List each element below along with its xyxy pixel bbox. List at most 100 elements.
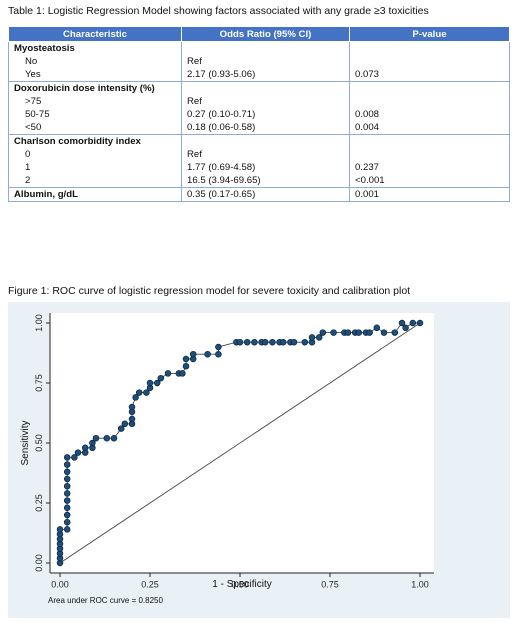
roc-point: [92, 434, 100, 442]
roc-point: [308, 334, 316, 341]
row-p-value: [349, 134, 510, 148]
roc-point: [132, 394, 139, 401]
roc-point: [315, 334, 323, 341]
roc-point: [128, 403, 136, 411]
y-tick-label: 0.50: [34, 434, 44, 452]
roc-point: [63, 490, 71, 497]
row-p-value: 0.001: [349, 187, 510, 202]
row-label: <50: [8, 121, 182, 135]
roc-point: [279, 338, 287, 346]
roc-point: [391, 329, 399, 336]
table-row: Yes 2.17 (0.93-5.06) 0.073: [8, 68, 510, 82]
roc-chart: 0.00 0.25 0.50 0.75 1.00 0.00 0.25 0.50 0.75 1.00…: [20, 313, 434, 605]
roc-point: [63, 454, 71, 461]
figure-panel: 0.00 0.25 0.50 0.75 1.00 0.00 0.25 0.50 0.75 1.00…: [8, 302, 510, 618]
row-label: 1: [8, 161, 182, 174]
roc-point: [63, 475, 71, 483]
roc-point: [236, 338, 244, 346]
roc-point: [344, 329, 352, 336]
roc-point: [398, 319, 406, 327]
row-p-value: 0.008: [349, 108, 510, 121]
row-p-value: [349, 55, 510, 68]
table-row: >75 Ref: [8, 95, 510, 108]
row-p-value: 0.237: [349, 161, 510, 174]
row-p-value: 0.073: [349, 68, 510, 82]
row-odds-ratio: Ref: [181, 148, 350, 161]
table-row: 50-75 0.27 (0.10-0.71) 0.008: [8, 108, 510, 121]
row-odds-ratio: [181, 41, 350, 55]
roc-point: [89, 439, 96, 447]
row-p-value: [349, 41, 510, 55]
roc-point: [380, 329, 388, 336]
table-body: Myosteatosis No Ref Yes 2.17 (0.93-5.06) 0.07…: [8, 41, 510, 202]
table-row: 2 16.5 (3.94-69.65) <0.001: [8, 174, 510, 188]
roc-point: [164, 370, 172, 377]
roc-point: [63, 526, 71, 533]
row-odds-ratio: 0.27 (0.10-0.71): [181, 108, 350, 121]
table-row: No Ref: [8, 55, 510, 68]
roc-point: [301, 338, 309, 346]
roc-point: [117, 425, 125, 432]
auc-annotation: Area under ROC curve = 0.8250: [48, 596, 164, 605]
roc-point: [290, 338, 298, 346]
row-p-value: [349, 81, 510, 95]
roc-point: [153, 379, 161, 387]
row-odds-ratio: [181, 81, 350, 95]
roc-point: [251, 338, 258, 346]
x-tick-label: 0.00: [51, 579, 69, 589]
y-tick-label: 0.75: [34, 374, 44, 392]
row-label: No: [8, 55, 182, 68]
roc-point: [63, 511, 71, 519]
header-characteristic: Characteristic: [8, 26, 182, 42]
table-row: <50 0.18 (0.06-0.58) 0.004: [8, 121, 510, 135]
table-caption: Table 1: Logistic Regression Model showi…: [8, 5, 429, 17]
roc-point: [81, 444, 89, 452]
row-label: 0: [8, 148, 182, 161]
row-p-value: 0.004: [349, 121, 510, 135]
roc-point: [56, 526, 64, 533]
figure-caption: Figure 1: ROC curve of logistic regressi…: [8, 285, 411, 297]
row-label: 50-75: [8, 108, 182, 121]
roc-point: [215, 343, 222, 351]
roc-point: [215, 350, 222, 358]
row-odds-ratio: 0.35 (0.17-0.65): [181, 187, 350, 202]
reference-diagonal-line: [59, 322, 421, 564]
roc-point: [366, 329, 373, 336]
roc-point: [269, 338, 276, 346]
row-label: 2: [8, 174, 182, 188]
roc-point: [63, 468, 71, 476]
row-odds-ratio: 1.77 (0.69-4.58): [181, 161, 350, 174]
x-tick-label: 1.00: [411, 579, 429, 589]
row-p-value: [349, 95, 510, 108]
roc-point: [103, 434, 111, 442]
row-label: Doxorubicin dose intensity (%): [8, 81, 182, 95]
header-p-value: P-value: [349, 26, 510, 42]
roc-point: [261, 338, 269, 346]
roc-point: [409, 319, 417, 327]
x-tick-label: 0.25: [141, 579, 159, 589]
roc-point: [63, 482, 71, 490]
row-odds-ratio: 0.18 (0.06-0.58): [181, 121, 350, 135]
roc-point: [63, 497, 71, 504]
row-odds-ratio: 16.5 (3.94-69.65): [181, 174, 350, 188]
table-row: Albumin, g/dL 0.35 (0.17-0.65) 0.001: [8, 187, 510, 202]
table-header-row: Characteristic Odds Ratio (95% CI) P-val…: [8, 26, 510, 42]
x-axis-label: 1 - Specificity: [212, 579, 271, 590]
table-row: 1 1.77 (0.69-4.58) 0.237: [8, 161, 510, 174]
roc-point: [63, 504, 71, 512]
table-row: Myosteatosis: [8, 41, 510, 55]
row-odds-ratio: [181, 134, 350, 148]
y-tick-label: 0.25: [34, 494, 44, 512]
y-tick-label: 0.00: [34, 554, 44, 572]
roc-point: [121, 420, 129, 428]
row-odds-ratio: Ref: [181, 55, 350, 68]
roc-point: [157, 374, 165, 382]
x-tick-label: 0.75: [321, 579, 339, 589]
roc-point: [146, 379, 154, 387]
roc-point: [243, 338, 251, 346]
regression-table: Characteristic Odds Ratio (95% CI) P-val…: [8, 26, 510, 202]
roc-point: [373, 324, 381, 332]
row-label: Albumin, g/dL: [8, 187, 182, 202]
roc-point: [63, 518, 71, 526]
roc-point: [71, 454, 78, 461]
